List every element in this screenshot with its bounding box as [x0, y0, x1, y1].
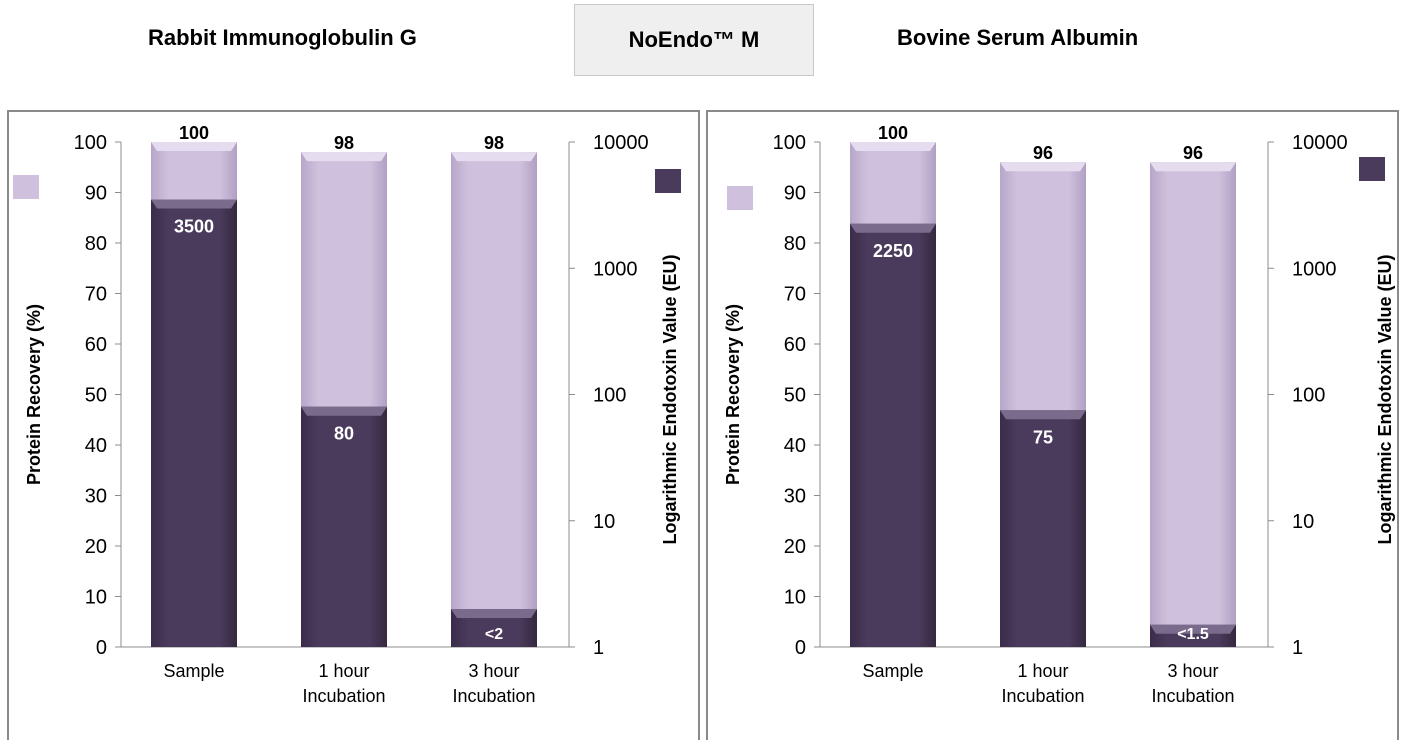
recovery-bar-bevel [1000, 162, 1086, 172]
legend-swatch-recovery [13, 175, 39, 199]
x-category-label: 1 hour [1017, 661, 1068, 681]
endotoxin-bar-bevel [1150, 624, 1236, 634]
endotoxin-data-label: 3500 [174, 217, 214, 237]
x-category-label: 3 hour [1167, 661, 1218, 681]
left-y-tick-label: 90 [784, 183, 806, 205]
endotoxin-data-label: <2 [485, 626, 503, 643]
left-y-tick-label: 70 [85, 284, 107, 306]
right-y-tick-label: 10 [1292, 511, 1314, 533]
right-y-tick-label: 10000 [593, 132, 649, 154]
x-category-label: Incubation [302, 686, 385, 706]
endotoxin-data-label: 80 [334, 424, 354, 444]
endotoxin-bar [151, 199, 237, 647]
right-y-tick-label: 10 [593, 511, 615, 533]
chart-panel-bsa: 0 10 20 30 40 50 60 70 80 90 100 1 10 100 1000 10000 Pro… [706, 110, 1399, 740]
recovery-data-label: 100 [878, 123, 908, 143]
endotoxin-bar-bevel [151, 199, 237, 209]
left-y-tick-label: 60 [784, 334, 806, 356]
x-category-label: 3 hour [468, 661, 519, 681]
chart-rabbit-igg: 0102030405060708090100110100100010000Pro… [13, 123, 681, 706]
endotoxin-bar-bevel [301, 406, 387, 416]
recovery-data-label: 96 [1183, 143, 1203, 163]
endotoxin-bar [301, 406, 387, 647]
x-category-label: Sample [862, 661, 923, 681]
left-y-axis-title: Protein Recovery (%) [723, 304, 743, 485]
recovery-bar-bevel [151, 142, 237, 151]
recovery-bar-bevel [301, 152, 387, 162]
endotoxin-data-label: 75 [1033, 427, 1053, 447]
left-y-tick-label: 10 [85, 587, 107, 609]
endotoxin-bar-bevel [451, 608, 537, 618]
endotoxin-bar [850, 223, 936, 647]
right-y-tick-label: 100 [593, 385, 626, 407]
left-y-tick-label: 70 [784, 284, 806, 306]
x-category-label: 1 hour [318, 661, 369, 681]
product-badge: NoEndo™ M [574, 4, 814, 76]
right-y-tick-label: 1000 [593, 258, 638, 280]
left-y-tick-label: 50 [85, 385, 107, 407]
legend-swatch-recovery [727, 186, 753, 210]
right-y-axis-title: Logarithmic Endotoxin Value (EU) [1375, 254, 1395, 544]
left-y-tick-label: 0 [96, 637, 107, 659]
chart-bsa: 0102030405060708090100110100100010000Pro… [723, 123, 1395, 706]
left-y-tick-label: 30 [85, 486, 107, 508]
endotoxin-bar-bevel [850, 223, 936, 233]
left-y-tick-label: 100 [773, 132, 806, 154]
right-chart-title: Bovine Serum Albumin [897, 25, 1139, 50]
recovery-bar [1150, 162, 1236, 647]
left-y-tick-label: 60 [85, 334, 107, 356]
recovery-data-label: 96 [1033, 143, 1053, 163]
right-y-tick-label: 1000 [1292, 258, 1337, 280]
recovery-data-label: 98 [334, 133, 354, 153]
left-y-tick-label: 50 [784, 385, 806, 407]
recovery-bar [451, 152, 537, 647]
left-y-tick-label: 10 [784, 587, 806, 609]
recovery-bar-bevel [1150, 162, 1236, 172]
left-y-tick-label: 80 [85, 233, 107, 255]
left-y-tick-label: 30 [784, 486, 806, 508]
x-category-label: Incubation [1001, 686, 1084, 706]
right-y-tick-label: 1 [593, 637, 604, 659]
x-category-label: Sample [163, 661, 224, 681]
recovery-data-label: 98 [484, 133, 504, 153]
x-category-label: Incubation [1151, 686, 1234, 706]
left-y-tick-label: 40 [85, 435, 107, 457]
recovery-bar-bevel [850, 142, 936, 151]
x-category-label: Incubation [452, 686, 535, 706]
right-y-tick-label: 100 [1292, 385, 1325, 407]
endotoxin-data-label: <1.5 [1177, 626, 1209, 643]
left-y-tick-label: 40 [784, 435, 806, 457]
left-y-tick-label: 100 [74, 132, 107, 154]
right-y-tick-label: 10000 [1292, 132, 1348, 154]
left-y-tick-label: 20 [784, 536, 806, 558]
left-chart-title: Rabbit Immunoglobulin G [148, 25, 417, 50]
legend-swatch-endotoxin [1359, 157, 1385, 181]
right-y-axis-title: Logarithmic Endotoxin Value (EU) [660, 254, 680, 544]
left-y-tick-label: 90 [85, 183, 107, 205]
legend-swatch-endotoxin [655, 169, 681, 193]
endotoxin-bar-bevel [1000, 410, 1086, 420]
recovery-bar-bevel [451, 152, 537, 162]
left-y-axis-title: Protein Recovery (%) [24, 304, 44, 485]
recovery-data-label: 100 [179, 123, 209, 143]
right-y-tick-label: 1 [1292, 637, 1303, 659]
left-y-tick-label: 0 [795, 637, 806, 659]
endotoxin-bar [1000, 410, 1086, 647]
chart-panel-rabbit-igg: 0 10 20 30 40 50 60 70 80 90 100 1 10 100 1000 10000 Pro… [7, 110, 700, 740]
left-y-tick-label: 20 [85, 536, 107, 558]
left-y-tick-label: 80 [784, 233, 806, 255]
endotoxin-data-label: 2250 [873, 241, 913, 261]
